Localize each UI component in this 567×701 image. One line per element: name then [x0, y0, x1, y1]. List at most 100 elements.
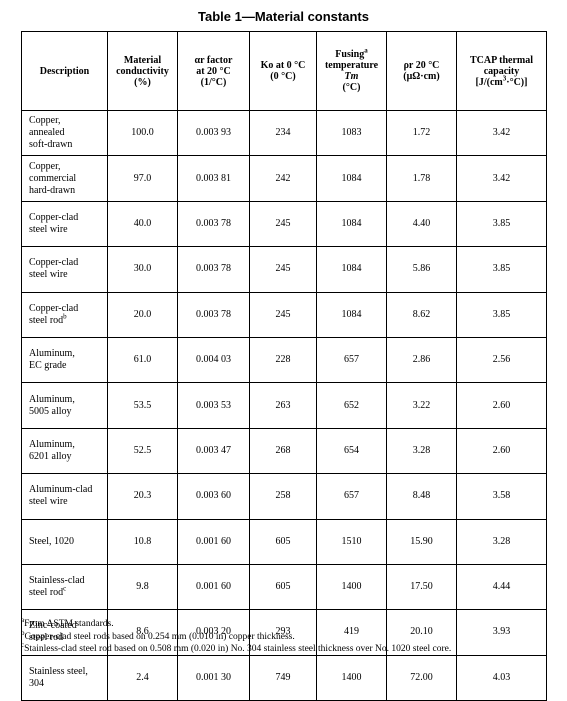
description-line: EC grade: [29, 360, 67, 372]
cell-rho: 17.50: [386, 563, 457, 611]
cell-alpha: 0.003 53: [177, 382, 250, 429]
description-line: Steel, 1020: [29, 535, 74, 547]
header-conductivity: Material conductivity (%): [107, 31, 178, 111]
cell-rho: 3.28: [386, 427, 457, 475]
cell-description: Zinc-coated steel rod: [21, 609, 108, 656]
cell-alpha: 0.003 78: [177, 246, 250, 293]
cell-description: Aluminum, 5005 alloy: [21, 382, 108, 429]
cell-rho: 15.90: [386, 518, 457, 565]
description-line: commercial: [29, 172, 77, 184]
header-ko: Ko at 0 °C (0 °C): [249, 31, 317, 111]
description-line: 5005 alloy: [29, 405, 72, 417]
cell-conductivity: 10.8: [107, 518, 178, 565]
cell-description: Steel, 1020: [21, 518, 108, 565]
description-line: Stainless-clad: [29, 575, 85, 587]
footnote-b: bCopper-clad steel rods based on 0.254 m…: [21, 628, 295, 642]
cell-alpha: 0.003 47: [177, 427, 250, 475]
header-alpha-factor: αr factor at 20 °C (1/°C): [177, 31, 250, 111]
cell-description: Copper-clad steel wire: [21, 246, 108, 293]
cell-fusing: 1084: [316, 246, 387, 293]
cell-conductivity: 97.0: [107, 155, 178, 202]
header-line: at 20 °C: [196, 65, 231, 77]
cell-rho: 5.86: [386, 246, 457, 293]
description-line: annealed: [29, 127, 65, 139]
material-constants-table: Description Material conductivity (%) αr fac…: [21, 31, 547, 701]
description-line: hard-drawn: [29, 184, 76, 196]
cell-description: Stainless steel, 304: [21, 654, 108, 701]
cell-tcap: 2.60: [456, 427, 547, 475]
cell-conductivity: 2.4: [107, 654, 178, 701]
header-line: (°C): [342, 82, 361, 93]
cell-tcap: 3.28: [456, 518, 547, 565]
cell-conductivity: 30.0: [107, 246, 178, 293]
description-line: steel wire: [29, 496, 68, 508]
header-resistivity: ρr 20 °C (μΩ·cm): [386, 31, 457, 111]
cell-alpha: 0.001 60: [177, 563, 250, 611]
header-line: (%): [134, 76, 151, 88]
header-line: conductivity: [116, 65, 169, 77]
cell-ko: 245: [249, 200, 317, 248]
description-line: Aluminum,: [29, 438, 75, 450]
cell-rho: 72.00: [386, 654, 457, 701]
description-line: steel wire: [29, 223, 68, 235]
cell-fusing: 654: [316, 427, 387, 475]
header-row: Description Material conductivity (%) αr fac…: [21, 31, 547, 111]
header-line: Description: [39, 65, 90, 77]
cell-fusing: 1400: [316, 654, 387, 701]
cell-rho: 1.78: [386, 155, 457, 202]
table-row: Aluminum, EC grade 61.0 0.004 03 228 657 2.86 2…: [21, 336, 547, 384]
cell-ko: 605: [249, 563, 317, 611]
description-line: Copper,: [29, 160, 61, 172]
footnote-c: cStainless-clad steel rod based on 0.508…: [21, 640, 452, 654]
table-row: Aluminum, 5005 alloy 53.5 0.003 53 263 652 3.2…: [21, 382, 547, 429]
cell-ko: 242: [249, 155, 317, 202]
header-line: Fusinga: [335, 46, 368, 60]
cell-tcap: 4.03: [456, 654, 547, 701]
cell-alpha: 0.003 60: [177, 473, 250, 520]
cell-fusing: 1083: [316, 109, 387, 157]
cell-tcap: 3.42: [456, 109, 547, 157]
cell-rho: 2.86: [386, 336, 457, 384]
table-row: Copper, commercial hard-drawn 97.0 0.003 81 2…: [21, 155, 547, 202]
cell-description: Stainless-clad steel rodc: [21, 563, 108, 611]
cell-alpha: 0.003 78: [177, 291, 250, 338]
table-row: Aluminum, 6201 alloy 52.5 0.003 47 268 654 3.2…: [21, 427, 547, 475]
header-line: Ko at 0 °C: [260, 60, 306, 71]
header-fusing-temperature: Fusinga temperature Tm (°C): [316, 31, 387, 111]
cell-tcap: 3.93: [456, 609, 547, 656]
description-line: steel rodc: [29, 584, 67, 599]
description-line: Copper,: [29, 115, 61, 127]
cell-ko: 263: [249, 382, 317, 429]
cell-conductivity: 53.5: [107, 382, 178, 429]
cell-conductivity: 20.3: [107, 473, 178, 520]
header-line: Material: [123, 54, 162, 66]
cell-conductivity: 100.0: [107, 109, 178, 157]
description-line: Copper-clad: [29, 211, 79, 223]
cell-rho: 3.22: [386, 382, 457, 429]
cell-description: Aluminum-clad steel wire: [21, 473, 108, 520]
footnote-a: aFrom ASTM standards.: [21, 615, 114, 629]
table-row: Copper-clad steel rodb 20.0 0.003 78 245 1084…: [21, 291, 547, 338]
cell-ko: 268: [249, 427, 317, 475]
cell-fusing: 657: [316, 336, 387, 384]
document-page: Table 1—Material constants Description Ma…: [21, 9, 547, 701]
description-line: Copper-clad: [29, 302, 79, 314]
cell-rho: 8.48: [386, 473, 457, 520]
cell-fusing: 1400: [316, 563, 387, 611]
cell-fusing: 419: [316, 609, 387, 656]
cell-description: Aluminum, 6201 alloy: [21, 427, 108, 475]
cell-tcap: 3.85: [456, 291, 547, 338]
header-line: (μΩ·cm): [403, 71, 440, 82]
table-row: Zinc-coated steel rod 8.6 0.003 20 293 419 20.…: [21, 609, 547, 656]
cell-alpha: 0.003 78: [177, 200, 250, 248]
cell-description: Copper-clad steel wire: [21, 200, 108, 248]
cell-description: Copper, annealed soft-drawn: [21, 109, 108, 157]
cell-fusing: 1510: [316, 518, 387, 565]
table-row: Aluminum-clad steel wire 20.3 0.003 60 258 65…: [21, 473, 547, 520]
cell-alpha: 0.001 30: [177, 654, 250, 701]
table-row: Copper-clad steel wire 40.0 0.003 78 245 1084…: [21, 200, 547, 248]
table-row: Stainless-clad steel rodc 9.8 0.001 60 605 14…: [21, 563, 547, 611]
cell-ko: 228: [249, 336, 317, 384]
cell-conductivity: 20.0: [107, 291, 178, 338]
cell-conductivity: 40.0: [107, 200, 178, 248]
